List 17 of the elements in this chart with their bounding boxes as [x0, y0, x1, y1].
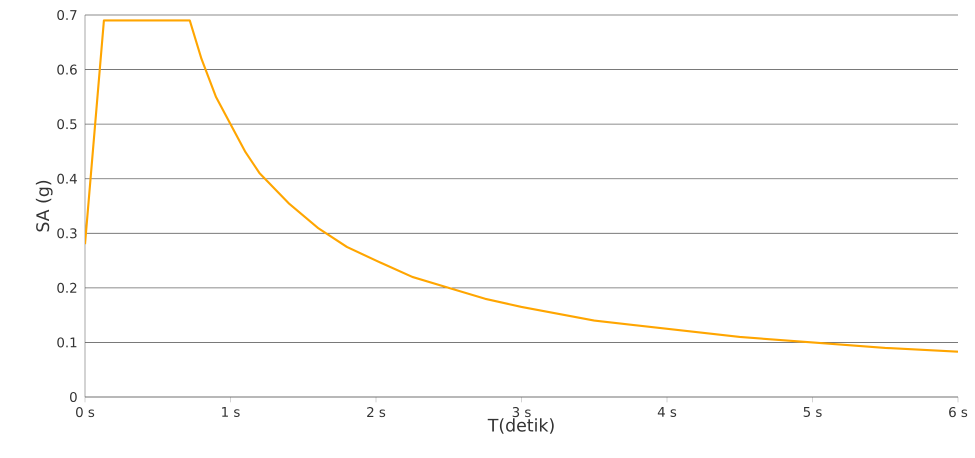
- x-tick-label: 5 s: [804, 407, 822, 417]
- x-tick-label: 3 s: [512, 407, 531, 418]
- y-tick-label: 0.7: [57, 10, 76, 20]
- x-tick-label: 4 s: [658, 407, 676, 417]
- y-tick-label: 0: [70, 392, 77, 402]
- y-tick-label: 0.3: [57, 228, 77, 238]
- x-tick-label: 6 s: [949, 407, 968, 418]
- y-tick-label: 0.1: [57, 337, 76, 348]
- y-tick-label: 0.6: [57, 64, 77, 75]
- y-tick-label: 0.4: [57, 174, 77, 184]
- x-tick-label: 0 s: [76, 407, 94, 418]
- y-tick-label: 0.2: [57, 282, 76, 293]
- y-axis-title: SA (g): [36, 180, 53, 232]
- y-tick-label: 0.5: [57, 119, 76, 130]
- x-tick-label: 2 s: [367, 407, 386, 418]
- x-axis-title: T(detik): [488, 418, 554, 434]
- x-tick-label: 1 s: [222, 407, 240, 417]
